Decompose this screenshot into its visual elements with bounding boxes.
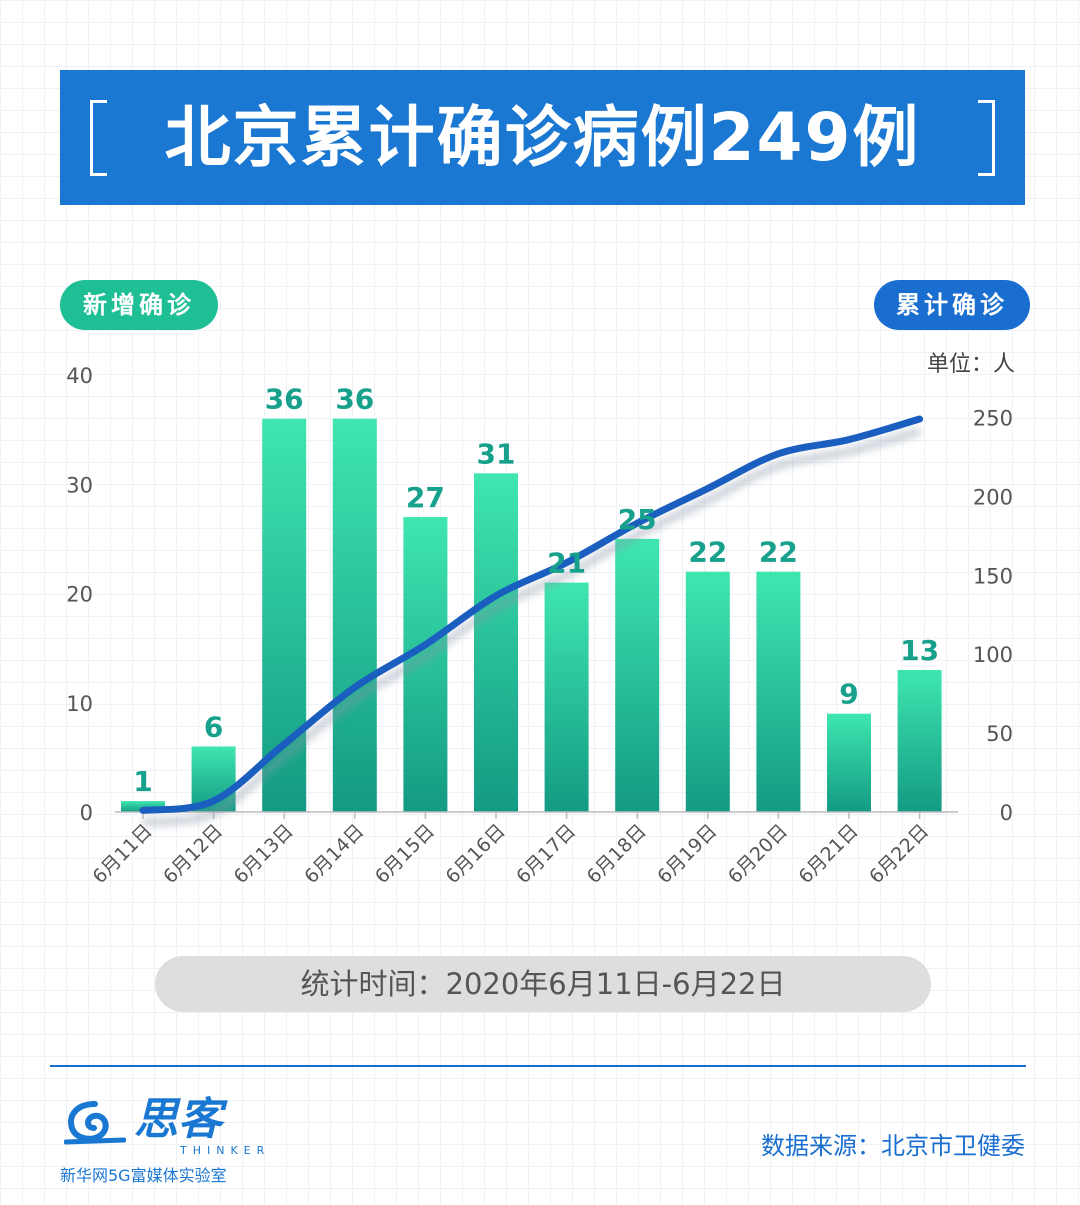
right-axis-tick-label: 50: [986, 722, 1013, 746]
x-axis-labels: 6月11日 6月12日 6月13日 6月14日 6月15日 6月16日 6月17日 6月18日…: [88, 820, 933, 888]
right-axis: 0 50 100 150 200 250: [973, 406, 1013, 825]
right-axis-tick-label: 0: [1000, 801, 1013, 825]
bar-value-label: 13: [900, 634, 939, 667]
bar-value-label: 31: [477, 437, 516, 470]
bar: [121, 801, 165, 812]
x-axis-tick-label: 6月14日: [300, 820, 368, 888]
legend-new-cases: 新增确诊: [60, 280, 218, 330]
bar-series: [121, 418, 942, 812]
period-label: 统计时间：2020年6月11日-6月22日: [155, 956, 931, 1012]
logo-organization: 新华网5G富媒体实验室: [60, 1166, 227, 1185]
x-axis-tick-label: 6月12日: [159, 820, 227, 888]
line-shadow: [142, 427, 921, 827]
right-axis-tick-label: 250: [973, 406, 1013, 430]
right-bracket: [978, 100, 995, 176]
bar: [756, 571, 801, 812]
data-source: 数据来源：北京市卫健委: [761, 1132, 1025, 1160]
bar-labels: 1 6 36 36 27 31 21 25 22 22 9 13: [133, 383, 939, 798]
bar-value-label: 25: [618, 503, 657, 536]
bar-value-label: 27: [406, 481, 445, 514]
bar: [615, 538, 660, 812]
left-axis-tick-label: 40: [66, 364, 93, 388]
bar-value-label: 1: [133, 765, 152, 798]
left-bracket: [90, 100, 107, 176]
x-axis-tick-label: 6月19日: [653, 820, 721, 888]
bar: [827, 713, 871, 812]
x-axis-tick-label: 6月18日: [583, 820, 651, 888]
x-axis-tick-label: 6月15日: [371, 820, 439, 888]
page-title: 北京累计确诊病例249例: [164, 99, 921, 176]
combo-chart: 0 10 20 30 40 0 50 100 150 200 250 1 6 36 36 27 31 21 25…: [66, 364, 1013, 888]
bar: [332, 418, 377, 812]
right-axis-tick-label: 100: [973, 643, 1013, 667]
left-axis-tick-label: 0: [80, 801, 93, 825]
x-axis-tick-label: 6月11日: [88, 820, 156, 888]
bar-value-label: 22: [759, 536, 798, 569]
bar-value-label: 21: [547, 547, 586, 580]
x-axis-tick-label: 6月16日: [441, 820, 509, 888]
left-axis: 0 10 20 30 40: [66, 364, 93, 825]
swirl-logo-icon: [64, 1101, 126, 1145]
right-axis-tick-label: 200: [973, 485, 1013, 509]
footer-divider: [50, 1065, 1026, 1067]
bar: [474, 473, 518, 812]
logo-name: 思客: [134, 1094, 222, 1145]
left-axis-tick-label: 10: [66, 692, 93, 716]
x-axis-tick-label: 6月21日: [794, 820, 862, 888]
left-axis-tick-label: 20: [66, 583, 93, 607]
unit-label: 单位：人: [926, 352, 1015, 377]
x-axis-ticks: [142, 812, 921, 819]
bar-value-label: 36: [335, 383, 374, 416]
title-banner: 北京累计确诊病例249例: [60, 70, 1025, 205]
bar-value-label: 36: [265, 383, 304, 416]
left-axis-tick-label: 30: [66, 473, 93, 497]
bar-value-label: 9: [839, 678, 858, 711]
x-axis-tick-label: 6月22日: [865, 820, 933, 888]
bar: [544, 582, 589, 812]
cumulative-line: [139, 415, 924, 814]
right-axis-tick-label: 150: [973, 564, 1013, 588]
x-axis-tick-label: 6月17日: [512, 820, 580, 888]
line-series: [139, 415, 924, 827]
bar: [897, 669, 942, 812]
x-axis-tick-label: 6月20日: [724, 820, 792, 888]
logo-english: THINKER: [180, 1144, 271, 1157]
thinker-logo: 思客 THINKER 新华网5G富媒体实验室: [60, 1090, 264, 1190]
bar-value-label: 6: [204, 710, 223, 743]
bar: [685, 571, 730, 812]
x-axis-tick-label: 6月13日: [230, 820, 298, 888]
bar-value-label: 22: [688, 536, 727, 569]
legend-cumulative-cases: 累计确诊: [874, 280, 1030, 330]
